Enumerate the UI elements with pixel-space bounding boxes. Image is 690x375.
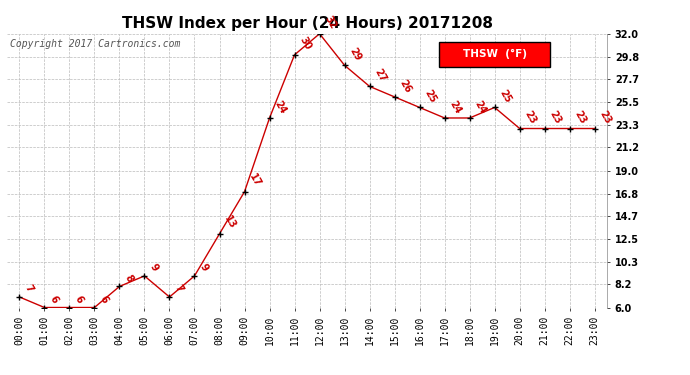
Text: 13: 13: [222, 214, 238, 231]
Text: 24: 24: [273, 99, 288, 116]
Text: 23: 23: [573, 109, 588, 126]
Text: 32: 32: [322, 14, 338, 31]
FancyBboxPatch shape: [439, 42, 550, 67]
Text: THSW  (°F): THSW (°F): [462, 49, 526, 59]
Text: 24: 24: [473, 99, 488, 116]
Text: 8: 8: [122, 273, 135, 284]
Text: 25: 25: [422, 88, 438, 105]
Text: 7: 7: [172, 284, 184, 294]
Text: 27: 27: [373, 67, 388, 84]
Text: 26: 26: [397, 78, 413, 94]
Text: 30: 30: [297, 36, 313, 52]
Text: 9: 9: [148, 262, 159, 273]
Text: Copyright 2017 Cartronics.com: Copyright 2017 Cartronics.com: [10, 39, 180, 49]
Text: 6: 6: [72, 294, 84, 305]
Text: 6: 6: [97, 294, 110, 305]
Text: 23: 23: [598, 109, 613, 126]
Text: 25: 25: [497, 88, 513, 105]
Title: THSW Index per Hour (24 Hours) 20171208: THSW Index per Hour (24 Hours) 20171208: [121, 16, 493, 31]
Text: 24: 24: [448, 99, 463, 116]
Text: 17: 17: [248, 172, 263, 189]
Text: 9: 9: [197, 262, 210, 273]
Text: 23: 23: [548, 109, 563, 126]
Text: 7: 7: [22, 284, 34, 294]
Text: 29: 29: [348, 46, 363, 63]
Text: 6: 6: [48, 294, 59, 305]
Text: 23: 23: [522, 109, 538, 126]
